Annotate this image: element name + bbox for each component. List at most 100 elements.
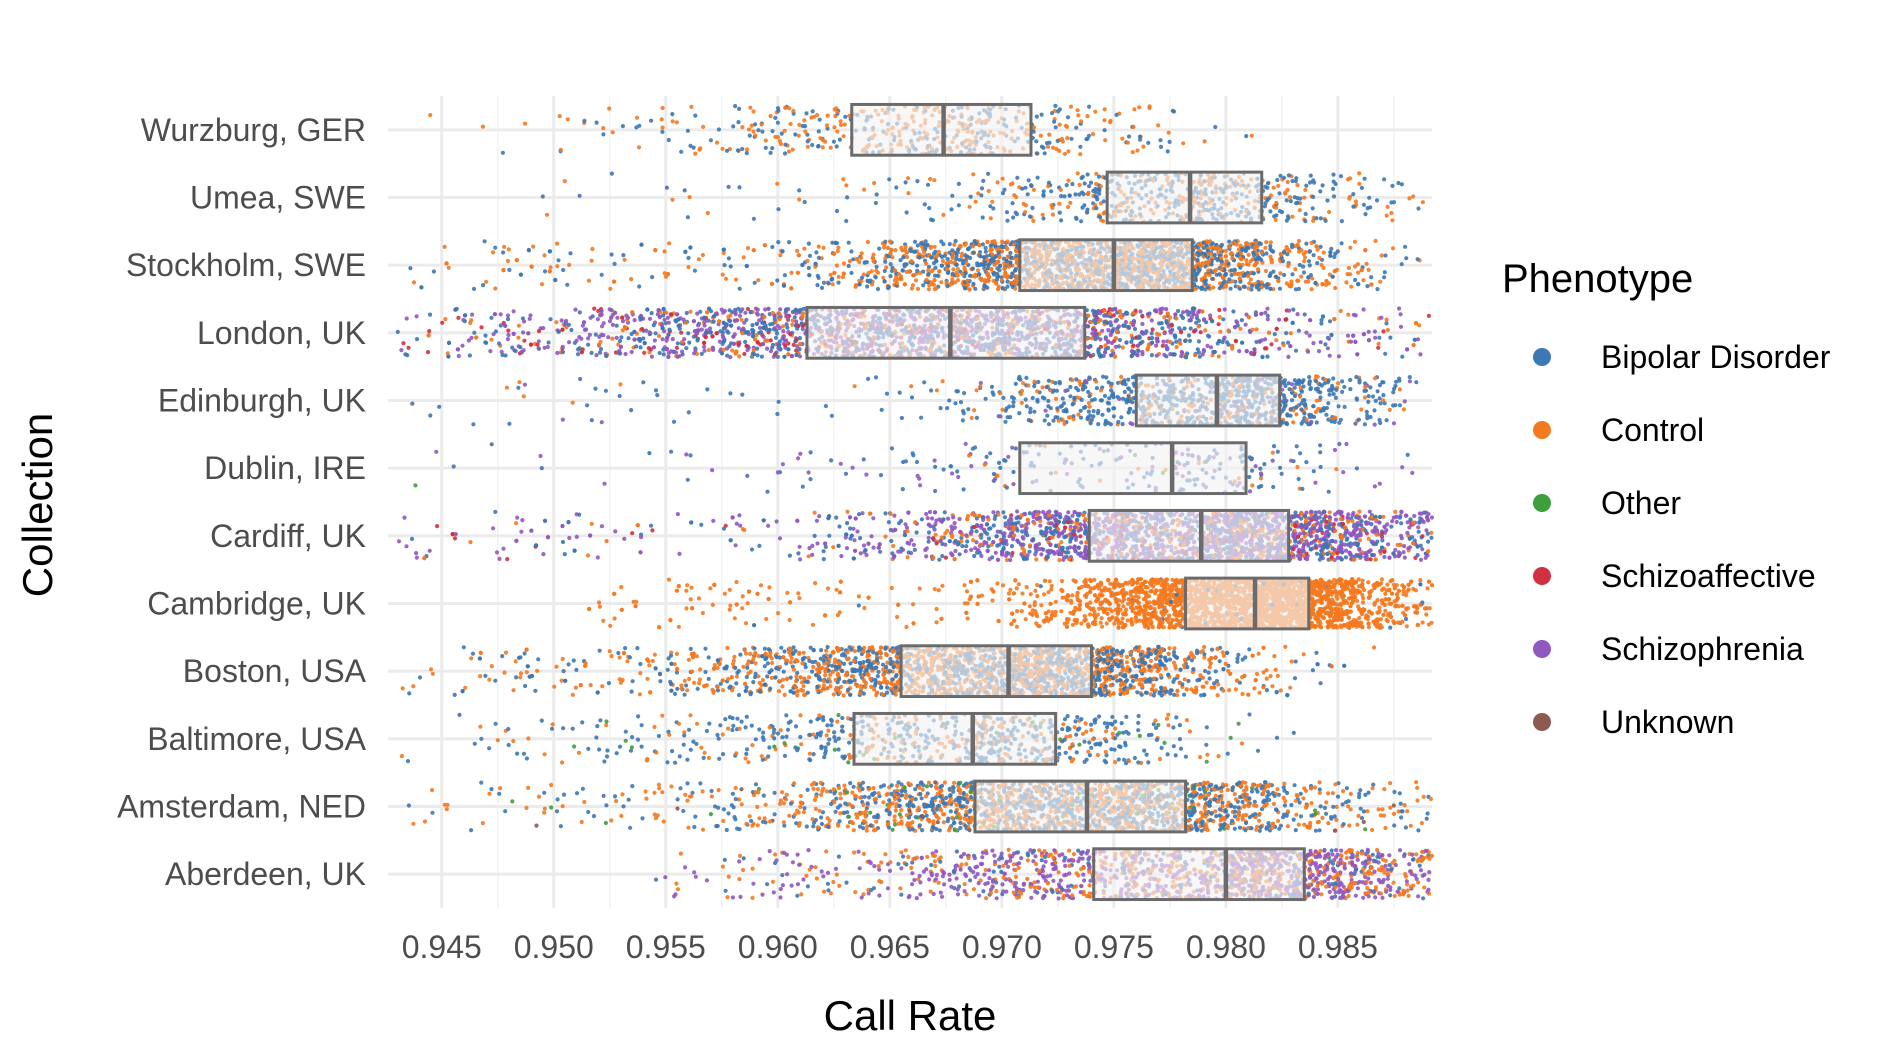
jitter-point — [1325, 198, 1330, 203]
jitter-point — [661, 352, 666, 357]
jitter-point — [1052, 108, 1057, 113]
jitter-point — [1125, 140, 1130, 145]
jitter-point — [1381, 329, 1386, 334]
jitter-point — [830, 282, 835, 287]
jitter-point — [913, 278, 919, 283]
jitter-point — [560, 344, 565, 349]
jitter-point — [1000, 176, 1005, 181]
jitter-point — [968, 194, 973, 199]
jitter-point — [719, 307, 724, 312]
jitter-point — [636, 145, 642, 150]
jitter-point — [998, 263, 1003, 268]
jitter-point — [841, 271, 846, 276]
jitter-point — [985, 239, 990, 245]
jitter-point — [518, 272, 524, 277]
jitter-point — [1269, 342, 1274, 347]
jitter-point — [528, 313, 533, 318]
jitter-point — [1293, 267, 1298, 272]
jitter-point — [1045, 144, 1051, 149]
jitter-point — [1059, 218, 1064, 223]
jitter-point — [1035, 175, 1040, 180]
jitter-point — [1348, 176, 1353, 181]
jitter-point — [1251, 250, 1256, 255]
jitter-point — [700, 252, 706, 258]
jitter-point — [1023, 185, 1028, 190]
jitter-point — [1165, 149, 1170, 154]
jitter-point — [662, 249, 667, 254]
jitter-point — [675, 341, 680, 346]
jitter-point — [921, 242, 926, 247]
jitter-point — [686, 265, 691, 270]
jitter-point — [950, 193, 955, 198]
jitter-point — [621, 253, 626, 258]
jitter-point — [921, 283, 926, 288]
jitter-point — [607, 106, 612, 111]
jitter-point — [1010, 280, 1015, 285]
jitter-point — [988, 204, 993, 209]
jitter-point — [932, 278, 937, 283]
jitter-point — [1420, 200, 1425, 205]
jitter-point — [609, 252, 614, 257]
jitter-point — [1376, 341, 1381, 346]
jitter-point — [1277, 317, 1282, 322]
jitter-point — [1399, 182, 1404, 187]
jitter-point — [1137, 105, 1142, 110]
jitter-point — [1221, 275, 1226, 281]
jitter-point — [1093, 109, 1098, 114]
jitter-point — [649, 118, 654, 123]
jitter-point — [493, 245, 498, 250]
jitter-point — [1213, 124, 1218, 130]
jitter-point — [983, 284, 988, 289]
jitter-point — [1130, 150, 1135, 155]
jitter-point — [1345, 272, 1350, 277]
jitter-point — [1242, 284, 1247, 289]
jitter-point — [1304, 183, 1309, 188]
jitter-point — [832, 251, 837, 256]
jitter-point — [472, 330, 477, 335]
jitter-point — [1265, 317, 1270, 322]
jitter-point — [577, 193, 582, 198]
jitter-point — [660, 125, 665, 130]
jitter-point — [1096, 174, 1102, 179]
jitter-point — [404, 316, 409, 321]
jitter-point — [720, 146, 725, 151]
jitter-point — [1294, 176, 1299, 181]
jitter-point — [1217, 272, 1222, 277]
jitter-point — [1085, 172, 1090, 177]
jitter-point — [593, 332, 598, 337]
jitter-point — [834, 144, 839, 149]
jitter-point — [775, 120, 781, 125]
jitter-point — [1062, 194, 1067, 199]
jitter-point — [1302, 312, 1307, 317]
jitter-point — [1207, 259, 1212, 264]
jitter-point — [506, 247, 511, 252]
jitter-point — [1085, 114, 1090, 119]
jitter-point — [899, 277, 904, 282]
jitter-point — [1205, 285, 1210, 290]
jitter-point — [1399, 262, 1404, 267]
jitter-point — [736, 120, 741, 125]
jitter-point — [1310, 206, 1315, 211]
jitter-point — [683, 249, 688, 254]
jitter-point — [620, 124, 626, 129]
jitter-point — [1301, 251, 1306, 256]
jitter-point — [1328, 253, 1333, 258]
jitter-point — [740, 146, 745, 152]
jitter-point — [561, 267, 566, 273]
jitter-point — [1363, 212, 1368, 217]
jitter-point — [1382, 177, 1387, 182]
jitter-point — [708, 138, 714, 143]
jitter-point — [888, 274, 893, 279]
jitter-point — [1331, 194, 1337, 199]
jitter-point — [814, 250, 819, 255]
jitter-point — [983, 245, 988, 251]
jitter-point — [926, 287, 932, 292]
jitter-point — [1275, 177, 1280, 183]
jitter-point — [790, 147, 795, 152]
jitter-point — [1025, 192, 1030, 197]
jitter-point — [1296, 238, 1301, 244]
jitter-point — [1158, 138, 1163, 143]
jitter-point — [900, 268, 905, 273]
jitter-point — [912, 239, 918, 244]
